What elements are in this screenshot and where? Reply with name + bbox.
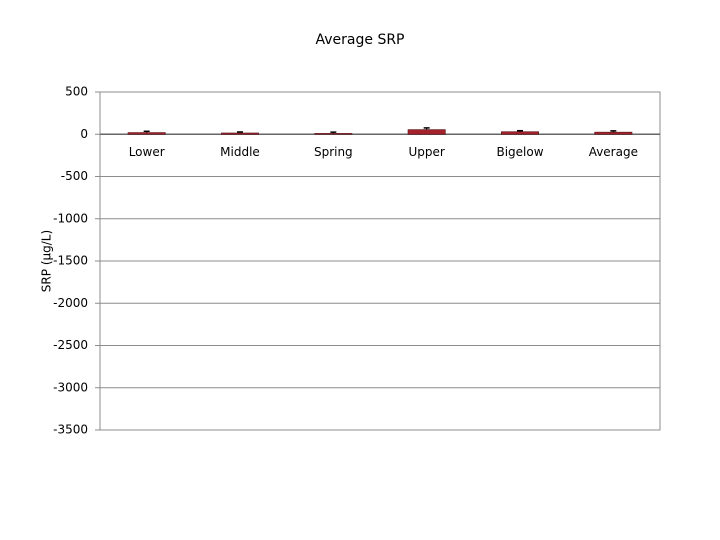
x-tick-label: Upper: [408, 145, 444, 159]
y-tick-label: -2000: [53, 296, 88, 310]
bar: [314, 133, 353, 135]
x-tick-label: Bigelow: [496, 145, 543, 159]
x-tick-label: Spring: [314, 145, 353, 159]
bar: [127, 132, 166, 135]
y-tick-label: -3000: [53, 380, 88, 394]
y-tick-label: -3500: [53, 423, 88, 437]
x-tick-label: Middle: [220, 145, 260, 159]
y-tick-label: -1000: [53, 211, 88, 225]
chart-title: Average SRP: [316, 32, 405, 48]
y-tick-label: -2500: [53, 338, 88, 352]
y-tick-label: -1500: [53, 254, 88, 268]
x-tick-label: Average: [589, 145, 638, 159]
x-tick-label: Lower: [129, 145, 165, 159]
bar: [501, 131, 539, 135]
y-tick-label: 0: [80, 127, 88, 141]
bar: [221, 132, 259, 135]
y-tick-label: 500: [65, 85, 88, 99]
bar: [594, 131, 633, 135]
y-tick-label: -500: [61, 169, 88, 183]
bar: [407, 129, 446, 135]
y-axis-label: SRP (µg/L): [40, 230, 54, 292]
